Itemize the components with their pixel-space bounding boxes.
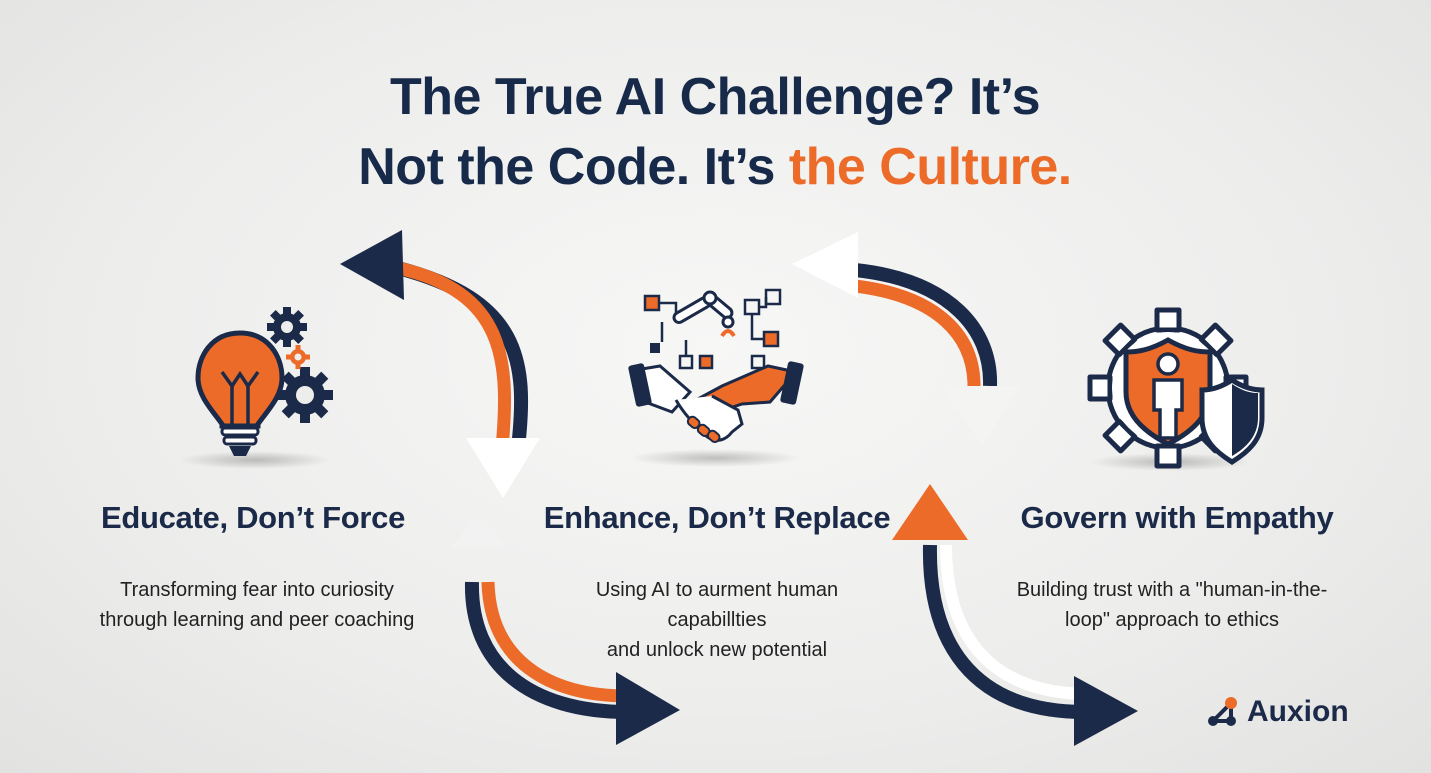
pillar-desc-govern: Building trust with a "human-in-the- loo… (1002, 575, 1342, 635)
pillar-desc-educate-line-1: Transforming fear into curiosity (120, 579, 394, 601)
pillar-desc-govern-line-1: Building trust with a "human-in-the- (1016, 579, 1328, 601)
pillar-heading-educate: Educate, Don’t Force (100, 500, 406, 535)
title-line-1: The True AI Challenge? It’s (389, 68, 1041, 126)
pillar-heading-govern: Govern with Empathy (1020, 500, 1334, 535)
pillar-desc-enhance-line-1: Using AI to aurment human capabillties (595, 579, 839, 631)
auxion-logo-text: Auxion (1247, 695, 1349, 728)
title-line-2-main: Not the Code. It’s (358, 138, 789, 196)
robot-arm-handshake-icon (628, 288, 804, 467)
auxion-logo: Auxion (1205, 690, 1349, 734)
pillar-desc-enhance: Using AI to aurment human capabillties a… (547, 575, 887, 665)
title-line-2: Not the Code. It’s the Culture. (215, 132, 1215, 202)
page-title: The True AI Challenge? It’s Not the Code… (215, 62, 1215, 202)
auxion-logo-icon (1208, 697, 1237, 726)
pillar-heading-enhance: Enhance, Don’t Replace (543, 500, 891, 535)
cycle-arrow-right-bottom (892, 484, 1138, 746)
pillar-desc-educate-line-2: through learning and peer coaching (99, 609, 415, 631)
title-line-2-accent: the Culture. (788, 138, 1072, 196)
lightbulb-gears-icon (180, 307, 333, 469)
pillar-desc-enhance-line-2: and unlock new potential (606, 639, 828, 661)
gear-person-shield-icon (1087, 307, 1265, 471)
cycle-arrow-left-top (340, 230, 540, 498)
pillar-desc-educate: Transforming fear into curiosity through… (87, 575, 427, 635)
pillar-desc-govern-line-2: loop" approach to ethics (1065, 609, 1279, 631)
cycle-arrow-left-bottom (450, 515, 680, 745)
cycle-arrow-right-top (792, 232, 1020, 446)
